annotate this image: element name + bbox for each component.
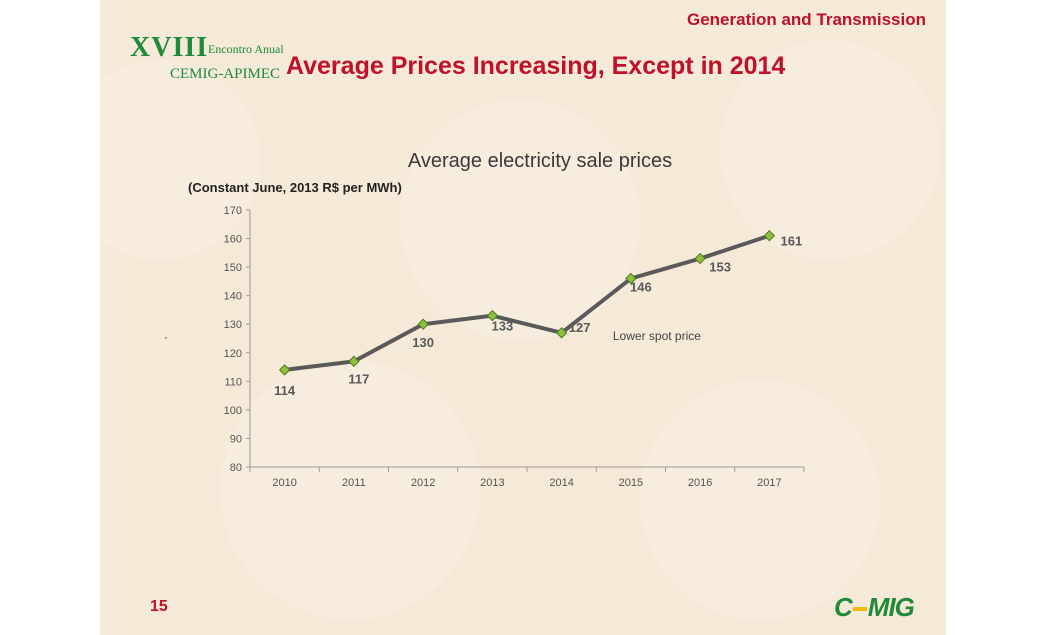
data-point-marker: [486, 309, 499, 322]
x-tick-label: 2016: [688, 477, 712, 489]
x-tick-label: 2014: [549, 477, 573, 489]
x-tick-label: 2010: [272, 477, 296, 489]
annotation-lower-spot-price: Lower spot price: [613, 329, 701, 343]
y-tick-label: 90: [230, 433, 242, 445]
y-tick-label: 140: [224, 291, 242, 303]
company-logo: C MIG: [834, 592, 915, 623]
background-decoration: [220, 360, 480, 620]
data-point-marker: [625, 272, 637, 285]
background-decoration: [640, 380, 880, 620]
y-tick-label: 120: [224, 348, 242, 360]
event-logo-line2: CEMIG-APIMEC: [170, 66, 281, 82]
brand-letter-c: C: [834, 592, 853, 622]
data-label: 153: [709, 260, 731, 275]
data-point-marker: [555, 327, 568, 339]
data-label: 146: [630, 280, 652, 295]
data-label: 161: [781, 234, 803, 249]
data-point-marker: [417, 318, 429, 330]
chart-subtitle: (Constant June, 2013 R$ per MWh): [188, 180, 402, 195]
event-logo-numeral: XVIII: [130, 32, 209, 63]
background-decoration: [720, 40, 940, 260]
data-point-marker: [278, 364, 291, 376]
y-tick-label: 160: [224, 234, 242, 246]
data-label: 117: [348, 371, 369, 386]
series-line: [284, 233, 771, 372]
slide-title: Average Prices Increasing, Except in 201…: [286, 52, 786, 80]
bullet-dot: ·: [164, 330, 168, 344]
data-label: 130: [412, 335, 434, 350]
x-tick-label: 2012: [411, 477, 435, 489]
y-tick-label: 110: [224, 376, 242, 388]
event-logo-line1: Encontro Anual: [208, 42, 284, 56]
data-label: 133: [492, 319, 514, 334]
section-title: Generation and Transmission: [686, 10, 926, 29]
x-tick-label: 2017: [757, 477, 781, 489]
data-point-marker: [763, 229, 776, 242]
y-tick-label: 150: [224, 262, 242, 274]
y-tick-label: 130: [224, 319, 242, 331]
x-tick-label: 2015: [619, 477, 643, 489]
brand-letters-mig: MIG: [867, 592, 915, 622]
data-label: 114: [274, 383, 296, 398]
x-tick-label: 2011: [342, 477, 366, 489]
line-chart: 80 90 100 110 120 130 140 150 160 170 2010 2011 2012…: [224, 205, 805, 489]
data-point-marker: [348, 355, 360, 368]
slide: Generation and Transmission XVIII Encont…: [100, 0, 946, 635]
background-decoration: [100, 60, 260, 260]
data-label: 127: [569, 320, 591, 335]
page-number: 15: [150, 598, 168, 615]
brand-dash: [852, 607, 867, 612]
y-tick-label: 80: [230, 462, 242, 474]
y-tick-label: 100: [224, 405, 242, 417]
data-point-marker: [694, 252, 706, 265]
x-tick-label: 2013: [480, 477, 504, 489]
chart-title: Average electricity sale prices: [407, 150, 673, 172]
background-decoration: [400, 100, 640, 340]
y-tick-label: 170: [224, 205, 242, 217]
